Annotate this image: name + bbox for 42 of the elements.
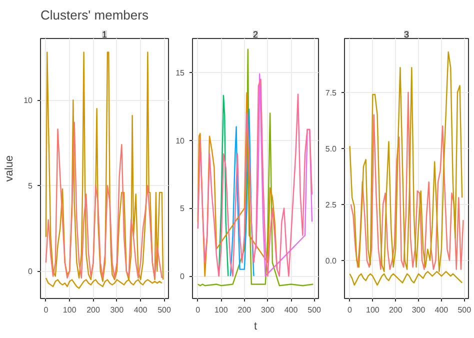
x-tick-label: 200 xyxy=(388,306,403,314)
chart-subtitle: 3 xyxy=(404,30,410,40)
x-tick-label: 500 xyxy=(308,306,322,314)
line-series xyxy=(45,122,162,279)
y-tick-label: 15 xyxy=(176,68,186,78)
y-tick-label: 10 xyxy=(24,96,34,106)
line-series xyxy=(197,78,313,277)
x-tick-label: 300 xyxy=(110,306,124,314)
x-tick-label: 400 xyxy=(434,306,449,314)
line-series xyxy=(197,48,314,286)
y-tick-label: 0.0 xyxy=(325,256,338,266)
x-axis-title: t xyxy=(254,320,258,332)
chart-title: Clusters' members xyxy=(40,8,149,22)
x-tick-label: 400 xyxy=(134,306,148,314)
y-tick-label: 10 xyxy=(176,136,186,146)
x-tick-label: 0 xyxy=(348,306,353,314)
x-tick-label: 500 xyxy=(158,306,172,314)
x-tick-label: 0 xyxy=(44,306,49,314)
x-tick-label: 200 xyxy=(238,306,252,314)
y-tick-label: 5 xyxy=(180,204,186,214)
chart-subtitle: 1 xyxy=(102,30,108,40)
line-series xyxy=(218,94,229,277)
x-tick-label: 100 xyxy=(214,306,228,314)
line-series xyxy=(230,108,254,277)
x-tick-label: 300 xyxy=(412,306,426,314)
x-tick-label: 200 xyxy=(86,306,100,314)
y-tick-label: 5 xyxy=(28,182,34,191)
x-tick-label: 100 xyxy=(366,306,380,314)
y-tick-label: 2.5 xyxy=(325,200,338,210)
x-tick-label: 500 xyxy=(458,306,472,314)
x-tick-label: 300 xyxy=(261,306,275,314)
chart-subtitle: 2 xyxy=(252,30,258,40)
y-tick-label: 5.0 xyxy=(325,144,338,154)
y-tick-label: 0 xyxy=(28,267,34,276)
y-tick-label: 0 xyxy=(180,272,186,282)
y-tick-label: 7.5 xyxy=(325,88,338,98)
line-series xyxy=(255,73,313,277)
line-series xyxy=(350,92,464,270)
y-axis-title: value xyxy=(4,155,16,182)
x-tick-label: 0 xyxy=(196,306,201,314)
x-tick-label: 100 xyxy=(62,306,77,314)
x-tick-label: 400 xyxy=(284,306,298,314)
